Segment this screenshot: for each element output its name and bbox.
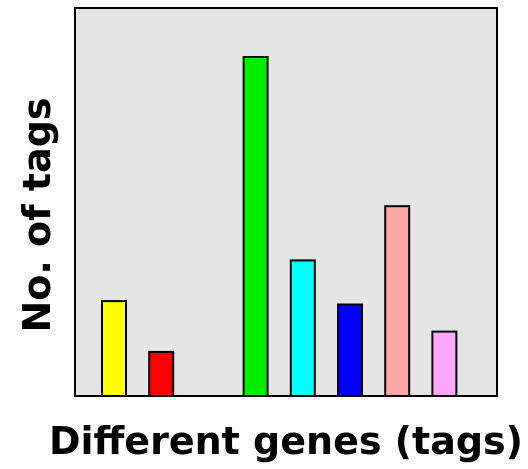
bar-3 (242, 56, 269, 397)
x-axis-label: Different genes (tags) (49, 419, 523, 463)
plot-area (74, 7, 498, 397)
bar-2 (148, 350, 175, 397)
bar-5 (337, 303, 363, 397)
bar-6 (384, 205, 411, 397)
bar-7 (431, 330, 458, 398)
y-axis-label: No. of tags (15, 97, 59, 332)
bar-1 (101, 300, 127, 398)
bar-4 (289, 259, 316, 397)
bars-group (101, 56, 458, 398)
